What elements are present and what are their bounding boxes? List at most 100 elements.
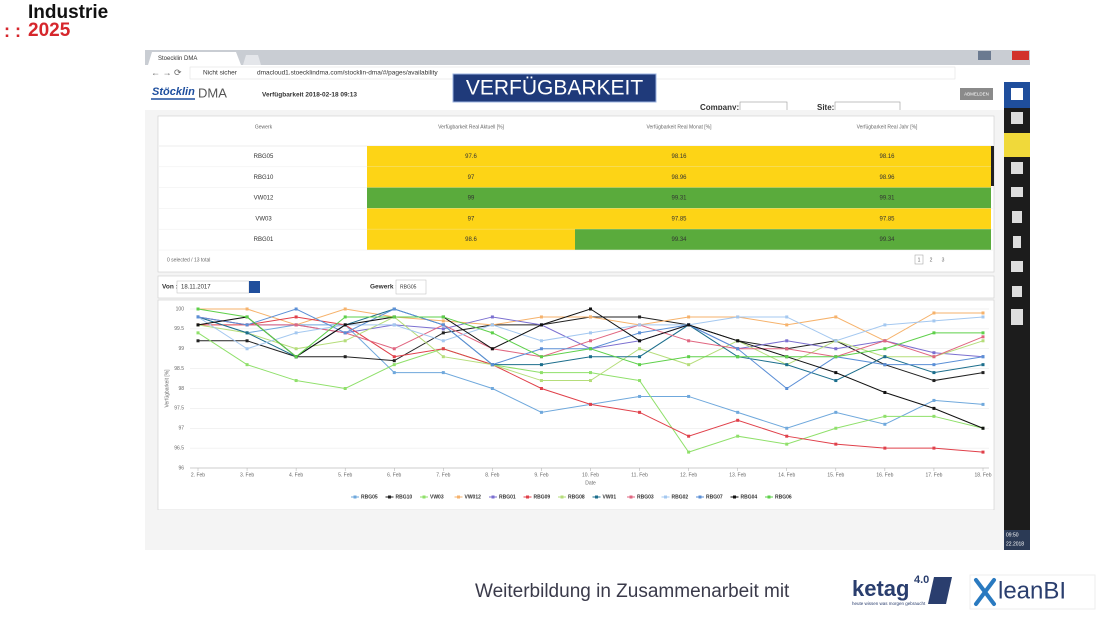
legend-marker — [457, 495, 460, 499]
chart: 96 96.5 97 97.5 98 98.5 99 99.5 100 2. Feb 3. Feb 4… — [164, 306, 991, 500]
legend-label[interactable]: RBG02 — [672, 494, 689, 500]
point — [638, 355, 642, 359]
point — [883, 355, 887, 359]
page-number[interactable]: 3 — [942, 257, 945, 263]
legend-label[interactable]: VW03 — [430, 494, 444, 500]
gewerk-select[interactable] — [395, 279, 427, 295]
legend-label[interactable]: RBG09 — [534, 494, 551, 500]
point — [539, 355, 543, 359]
x-tick-label: 10. Feb — [582, 472, 599, 478]
row-label: VW03 — [255, 216, 272, 222]
point — [343, 315, 347, 319]
y-tick-label: 99.5 — [174, 326, 184, 332]
point — [736, 339, 740, 343]
page-number[interactable]: 1 — [918, 257, 921, 263]
point — [687, 323, 691, 327]
row-label: RBG01 — [254, 237, 274, 243]
point — [638, 323, 642, 327]
point — [687, 394, 691, 398]
legend-label[interactable]: RBG03 — [637, 494, 654, 500]
point — [196, 323, 200, 327]
close-button[interactable] — [1012, 51, 1029, 60]
y-tick-label: 98 — [178, 386, 184, 392]
legend-label[interactable]: RBG01 — [499, 494, 516, 500]
logout-button[interactable] — [960, 88, 993, 100]
banner-text: VERFÜGBARKEIT — [466, 77, 644, 100]
point — [589, 315, 592, 319]
legend-label[interactable]: RBG07 — [706, 494, 723, 500]
logo-dots: : : — [4, 21, 21, 41]
column-header: Verfügbarkeit Real Jahr [%] — [857, 124, 918, 130]
point — [687, 450, 691, 454]
point — [294, 307, 298, 311]
point — [638, 410, 642, 414]
point — [441, 339, 445, 343]
point — [883, 347, 887, 351]
header-title: Verfügbarkeit 2018-02-18 09:13 — [262, 92, 357, 99]
point — [539, 410, 543, 414]
page-active[interactable] — [914, 254, 924, 265]
point — [932, 351, 936, 355]
ketag-logo: ketag — [852, 576, 909, 601]
x-tick-label: 4. Feb — [289, 472, 303, 478]
logo-word: Industrie — [28, 2, 108, 23]
calendar-button[interactable] — [249, 281, 260, 293]
page-number[interactable]: 2 — [930, 257, 933, 263]
point — [736, 315, 740, 319]
cell-value: 99.31 — [671, 196, 687, 202]
cell-background — [367, 229, 575, 250]
point — [392, 323, 396, 327]
cell-value: 99.34 — [879, 237, 895, 243]
point — [736, 410, 740, 414]
point — [589, 339, 592, 343]
legend-label[interactable]: RBG04 — [741, 494, 758, 500]
point — [981, 311, 985, 315]
point — [196, 331, 200, 335]
column-header: Gewerk — [255, 124, 273, 130]
point — [490, 315, 494, 319]
point — [539, 379, 543, 383]
cell-value: 98.96 — [671, 175, 687, 181]
legend-label[interactable]: RBG06 — [775, 494, 792, 500]
point — [343, 387, 347, 390]
point — [441, 331, 445, 335]
sidebar-active[interactable] — [1004, 133, 1030, 157]
nav-icons[interactable]: ← → ⟳ — [151, 67, 182, 77]
point — [589, 379, 592, 383]
sidebar-icons — [1011, 88, 1023, 325]
x-tick-label: 8. Feb — [485, 472, 499, 478]
cell-background — [783, 146, 991, 167]
security-label: Nicht sicher — [203, 70, 238, 77]
point — [589, 307, 592, 311]
new-tab[interactable] — [243, 55, 261, 65]
point — [392, 371, 396, 375]
point — [490, 323, 494, 327]
point — [638, 363, 642, 367]
point — [981, 315, 985, 319]
clock-time: 09:50 — [1006, 532, 1019, 538]
cell-value: 99.34 — [671, 237, 687, 243]
url: dmacloud1.stoecklindma.com/stocklin-dma/… — [257, 70, 438, 77]
point — [687, 355, 691, 359]
point — [294, 355, 298, 359]
legend-label[interactable]: VW01 — [603, 494, 617, 500]
point — [785, 355, 789, 359]
point — [392, 307, 396, 311]
cell-value: 97 — [468, 175, 475, 181]
user-button[interactable] — [978, 51, 991, 60]
legend-marker — [664, 495, 667, 499]
filter-panel — [157, 275, 995, 299]
point — [834, 355, 838, 359]
point — [196, 339, 200, 343]
point — [589, 331, 592, 335]
tab-bar — [145, 50, 1030, 65]
point — [294, 331, 298, 335]
footer-text: Weiterbildung in Zusammenarbeit mit — [475, 581, 790, 602]
point — [883, 339, 887, 343]
legend-label[interactable]: RBG05 — [361, 494, 378, 500]
legend-label[interactable]: RBG10 — [396, 494, 413, 500]
tab[interactable] — [148, 52, 241, 65]
legend-label[interactable]: VW012 — [465, 494, 482, 500]
y-tick-label: 98.5 — [174, 366, 184, 372]
legend-label[interactable]: RBG08 — [568, 494, 585, 500]
